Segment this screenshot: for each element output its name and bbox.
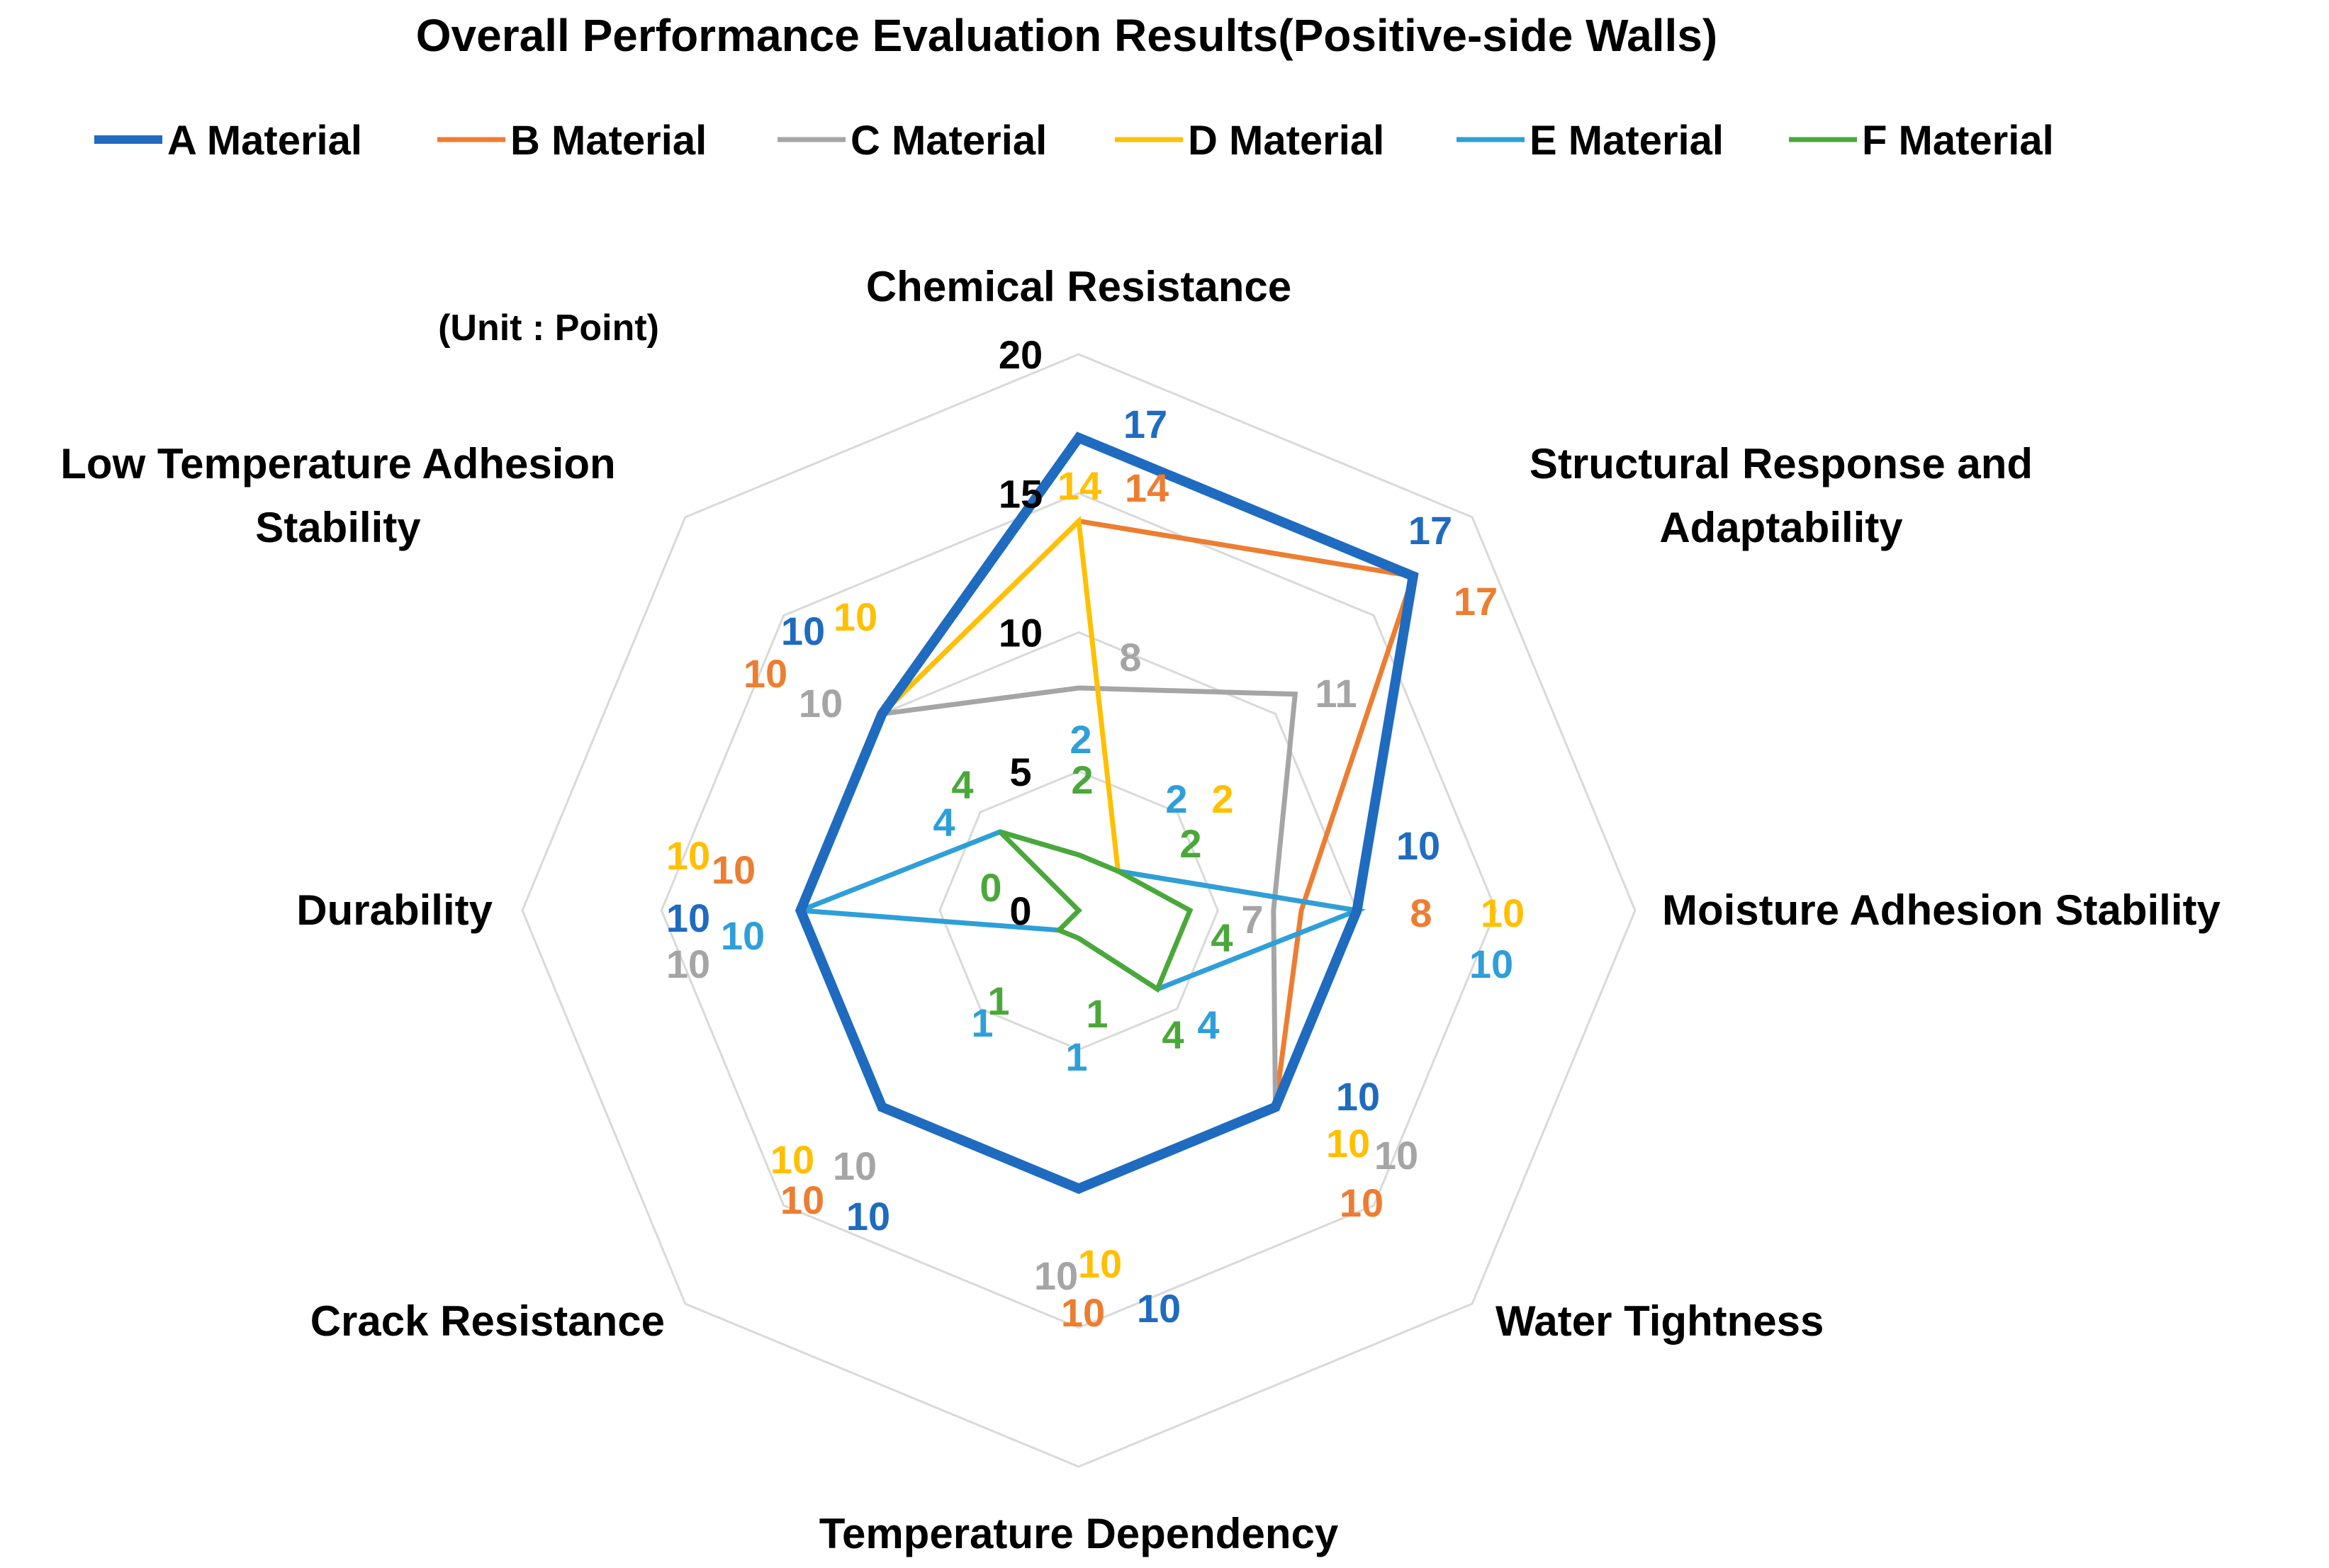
data-label: 10 bbox=[1340, 1180, 1384, 1225]
data-label: 10 bbox=[1034, 1253, 1078, 1298]
legend-label: A Material bbox=[167, 118, 362, 164]
legend: A Material B Material C Material D Material… bbox=[94, 118, 2054, 164]
data-label: 10 bbox=[799, 681, 843, 726]
data-label: 8 bbox=[1119, 635, 1141, 679]
grid-ring-20 bbox=[521, 353, 1637, 1468]
data-label: 10 bbox=[1137, 1286, 1181, 1331]
data-label: 8 bbox=[1410, 891, 1432, 935]
axis-label: Water Tightness bbox=[1495, 1297, 1824, 1345]
data-label: 10 bbox=[1078, 1241, 1122, 1286]
series-line-a bbox=[795, 432, 1419, 1195]
axis-label: Moisture Adhesion Stability bbox=[1662, 886, 2221, 934]
data-label: 10 bbox=[1396, 823, 1440, 868]
unit-label: (Unit : Point) bbox=[438, 308, 659, 349]
series-line-f bbox=[998, 829, 1194, 993]
data-label: 4 bbox=[933, 800, 955, 845]
axis-label: Low Temperature Adhesion Stability bbox=[60, 440, 615, 551]
axis-label: Structural Response and Adaptability bbox=[1530, 440, 2033, 551]
axis-label: Temperature Dependency bbox=[819, 1510, 1339, 1557]
data-label: 10 bbox=[781, 609, 825, 653]
data-label: 10 bbox=[1061, 1290, 1105, 1335]
legend-label: B Material bbox=[510, 118, 707, 164]
tick-label: 15 bbox=[999, 471, 1043, 516]
legend-label: D Material bbox=[1188, 118, 1384, 164]
data-label: 4 bbox=[1211, 915, 1233, 960]
data-label: 10 bbox=[780, 1178, 824, 1222]
data-label: 1 bbox=[1065, 1034, 1087, 1079]
data-label: 2 bbox=[1070, 717, 1091, 762]
data-label: 10 bbox=[1336, 1074, 1380, 1119]
data-label: 10 bbox=[833, 1144, 877, 1188]
series-line-b bbox=[797, 518, 1417, 1192]
data-label: 10 bbox=[770, 1137, 814, 1182]
data-label: 10 bbox=[1481, 891, 1525, 935]
data-label: 2 bbox=[1071, 757, 1093, 802]
tick-label: 10 bbox=[999, 611, 1043, 655]
data-label: 2 bbox=[1179, 821, 1201, 866]
data-label: 1 bbox=[1086, 991, 1108, 1036]
data-label: 10 bbox=[666, 896, 710, 940]
data-label: 0 bbox=[980, 865, 1001, 910]
data-label: 2 bbox=[1165, 777, 1187, 821]
tick-labels: 0 5 10 15 20 bbox=[999, 332, 1043, 933]
tick-label: 20 bbox=[999, 332, 1043, 377]
legend-label: F Material bbox=[1862, 118, 2054, 164]
data-label: 17 bbox=[1123, 402, 1167, 446]
data-label: 17 bbox=[1408, 508, 1452, 553]
data-label: 10 bbox=[1326, 1121, 1370, 1166]
data-label: 10 bbox=[666, 942, 710, 986]
data-label: 1 bbox=[987, 978, 1009, 1023]
data-label: 17 bbox=[1454, 579, 1498, 624]
data-label: 10 bbox=[1469, 942, 1513, 986]
data-label: 11 bbox=[1315, 671, 1357, 716]
series-layer bbox=[795, 432, 1419, 1195]
axis-label: Chemical Resistance bbox=[866, 263, 1291, 310]
data-label: 14 bbox=[1125, 466, 1169, 510]
chart-title: Overall Performance Evaluation Results(P… bbox=[416, 10, 1717, 61]
data-label: 10 bbox=[712, 847, 756, 892]
data-label: 1 bbox=[971, 1000, 993, 1045]
legend-label: C Material bbox=[851, 118, 1047, 164]
axis-labels: Chemical Resistance Structural Response a… bbox=[60, 263, 2221, 1557]
data-label: 10 bbox=[834, 594, 877, 639]
data-label: 4 bbox=[951, 762, 973, 807]
grid-ring-15 bbox=[660, 492, 1498, 1329]
legend-label: E Material bbox=[1530, 118, 1724, 164]
data-label: 7 bbox=[1241, 897, 1263, 942]
data-label: 10 bbox=[666, 833, 710, 878]
data-label: 10 bbox=[846, 1194, 890, 1239]
axis-label: Crack Resistance bbox=[310, 1297, 665, 1345]
data-label: 10 bbox=[721, 913, 765, 958]
data-label: 10 bbox=[743, 651, 787, 696]
tick-label: 0 bbox=[1009, 889, 1031, 933]
data-label: 10 bbox=[1374, 1133, 1418, 1178]
data-label: 4 bbox=[1197, 1003, 1219, 1047]
axis-label: Durability bbox=[296, 886, 493, 934]
tick-label: 5 bbox=[1009, 750, 1031, 794]
data-label: 14 bbox=[1057, 463, 1101, 508]
data-label: 2 bbox=[1211, 777, 1233, 821]
data-label: 4 bbox=[1162, 1013, 1184, 1057]
